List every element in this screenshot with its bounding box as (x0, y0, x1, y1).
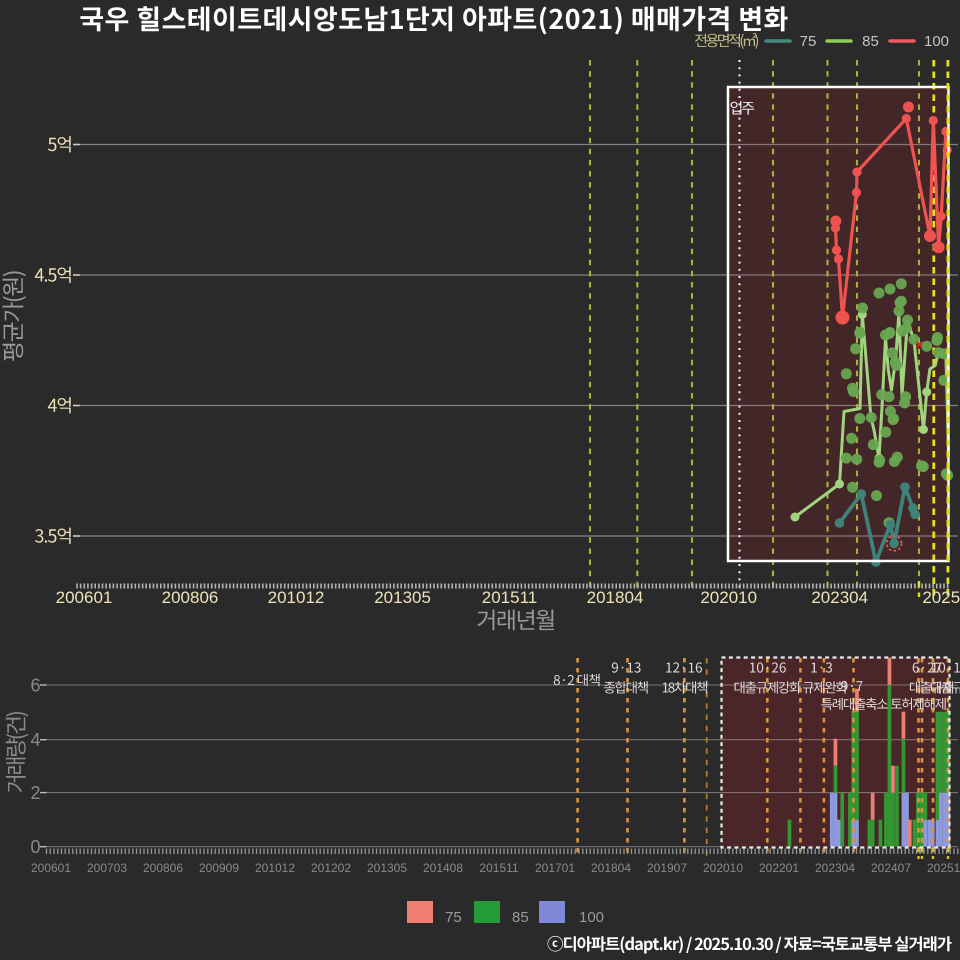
svg-text:4: 4 (30, 730, 40, 750)
svg-text:201511: 201511 (482, 588, 537, 607)
svg-text:201804: 201804 (591, 861, 631, 875)
svg-text:202201: 202201 (759, 861, 799, 875)
svg-text:200601: 200601 (31, 861, 71, 875)
svg-text:75: 75 (445, 909, 462, 926)
svg-text:201804: 201804 (587, 588, 644, 607)
svg-text:201511: 201511 (479, 861, 518, 875)
svg-text:200909: 200909 (199, 861, 239, 875)
svg-text:201305: 201305 (367, 861, 407, 875)
svg-text:6: 6 (30, 676, 40, 696)
svg-text:201012: 201012 (255, 861, 295, 875)
svg-text:0: 0 (30, 837, 40, 857)
svg-text:85: 85 (512, 909, 529, 926)
svg-text:202010: 202010 (703, 861, 743, 875)
svg-text:201202: 201202 (311, 861, 351, 875)
svg-text:202304: 202304 (815, 861, 855, 875)
svg-text:200703: 200703 (87, 861, 127, 875)
svg-text:100: 100 (579, 909, 604, 926)
svg-text:202510: 202510 (922, 588, 960, 607)
svg-text:201305: 201305 (374, 588, 431, 607)
svg-text:200601: 200601 (56, 588, 113, 607)
svg-text:201408: 201408 (423, 861, 463, 875)
svg-text:202304: 202304 (811, 588, 868, 607)
svg-text:2: 2 (30, 783, 40, 803)
svg-text:202010: 202010 (700, 588, 757, 607)
svg-text:200806: 200806 (162, 588, 219, 607)
svg-text:75: 75 (800, 33, 817, 50)
svg-text:200806: 200806 (143, 861, 183, 875)
svg-text:85: 85 (862, 33, 879, 50)
svg-text:201701: 201701 (535, 861, 575, 875)
svg-text:100: 100 (924, 33, 949, 50)
svg-text:202510: 202510 (927, 861, 960, 875)
svg-text:202407: 202407 (871, 861, 911, 875)
svg-text:201012: 201012 (268, 588, 325, 607)
svg-text:201907: 201907 (647, 861, 687, 875)
